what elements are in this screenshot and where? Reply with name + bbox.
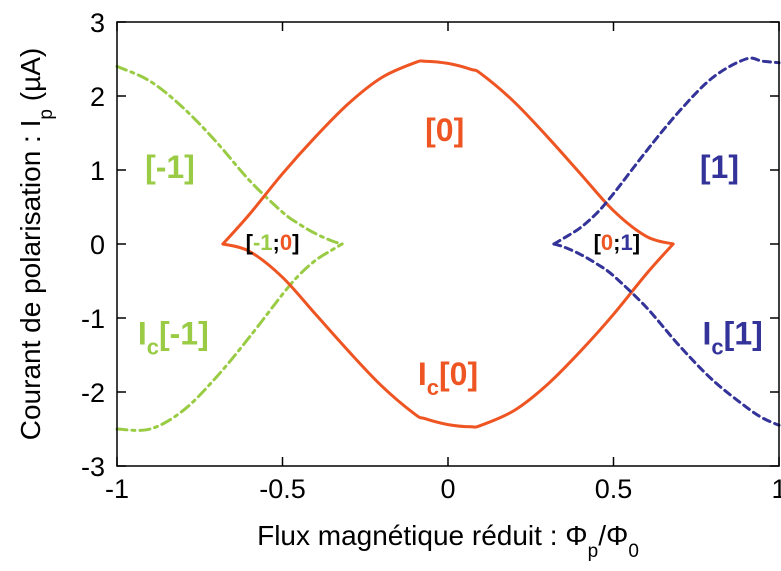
annotation-a1: [0] <box>425 112 464 148</box>
x-tick-label: 1 <box>771 474 781 504</box>
series-line-branch_0-lower <box>221 242 675 429</box>
x-axis-label-sub-0: 0 <box>628 541 639 562</box>
series-line-branch_p1-lower <box>552 242 781 427</box>
annotation-text: I <box>418 357 427 393</box>
y-tick-label: 3 <box>90 8 105 38</box>
annotation-part: [ <box>246 230 254 255</box>
series-line-branch_m1-upper <box>115 64 344 246</box>
annotation-part: 0 <box>280 230 292 255</box>
annotation-tail: [1] <box>724 316 763 352</box>
annotation-text: [1] <box>700 149 739 185</box>
annotation-subscript: c <box>427 375 439 400</box>
annotation-a8: [0;1] <box>594 230 640 255</box>
y-tick-label: 2 <box>90 82 105 112</box>
series-line-branch_0-upper <box>221 59 675 246</box>
annotation-tail: [0] <box>439 357 478 393</box>
y-axis-label-main: Courant de polarisation : I <box>15 120 46 441</box>
x-axis: -1 -0.5 0 0.5 1 <box>105 22 781 504</box>
annotation-a2: [-1] <box>145 149 195 185</box>
annotation-text: [-1] <box>145 149 195 185</box>
plot-frame <box>116 21 780 467</box>
y-tick-label: 1 <box>90 156 105 186</box>
annotations-layer: [0][-1] [1]Ic[-1]Ic[0]Ic[1][-1;0] [0;1] <box>138 112 763 400</box>
annotation-text: I <box>138 316 147 352</box>
x-tick-label: -0.5 <box>259 474 306 504</box>
y-axis-label-unit: (µA) <box>15 48 46 109</box>
y-axis-label-sub: p <box>36 109 57 120</box>
x-axis-label-sub-p: p <box>588 541 599 562</box>
x-axis-label-mid: /Φ <box>598 520 628 551</box>
annotation-part: 1 <box>620 230 632 255</box>
y-tick-label: 0 <box>90 230 105 260</box>
annotation-tail: [-1] <box>159 316 209 352</box>
annotation-part: ; <box>613 230 620 255</box>
x-axis-label: Flux magnétique réduit : Φp/Φ0 <box>257 520 639 562</box>
y-axis-label: Courant de polarisation : Ip (µA) <box>15 48 57 440</box>
series-line-branch_p1-upper <box>552 56 781 246</box>
y-tick-label: -3 <box>81 452 105 482</box>
annotation-text: I <box>703 316 712 352</box>
annotation-text: [0] <box>425 112 464 148</box>
annotation-part: ] <box>633 230 640 255</box>
annotation-part: ; <box>273 230 280 255</box>
y-tick-label: -1 <box>81 304 105 334</box>
x-tick-label: 0.5 <box>595 474 633 504</box>
annotation-a5: Ic[0] <box>418 357 478 400</box>
annotation-part: ] <box>292 230 299 255</box>
series-line-branch_m1-lower <box>115 242 344 432</box>
annotation-subscript: c <box>711 334 723 359</box>
annotation-part: -1 <box>253 230 273 255</box>
annotation-a4: Ic[-1] <box>138 316 209 359</box>
annotation-a7: [-1;0] <box>246 230 300 255</box>
annotation-a3: [1] <box>700 149 739 185</box>
curves-layer <box>115 56 781 432</box>
x-tick-label: 0 <box>440 474 455 504</box>
annotation-subscript: c <box>147 334 159 359</box>
x-tick-label: -1 <box>105 474 129 504</box>
annotation-a6: Ic[1] <box>703 316 763 359</box>
y-tick-label: -2 <box>81 378 105 408</box>
annotation-part: 0 <box>601 230 613 255</box>
x-axis-label-main: Flux magnétique réduit : Φ <box>257 520 588 551</box>
annotation-part: [ <box>594 230 602 255</box>
